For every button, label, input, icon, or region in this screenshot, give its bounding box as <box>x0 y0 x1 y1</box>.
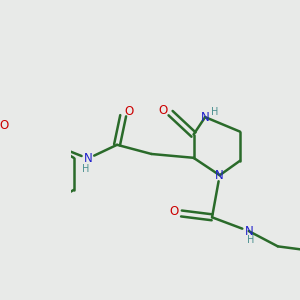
Text: H: H <box>211 107 218 117</box>
Text: N: N <box>244 225 253 238</box>
Text: N: N <box>215 169 224 182</box>
Text: O: O <box>0 119 9 132</box>
Text: N: N <box>84 152 92 165</box>
Text: O: O <box>125 105 134 119</box>
Text: O: O <box>158 103 168 117</box>
Text: H: H <box>82 164 89 173</box>
Text: H: H <box>248 235 255 245</box>
Text: N: N <box>201 111 209 124</box>
Text: O: O <box>169 206 178 218</box>
